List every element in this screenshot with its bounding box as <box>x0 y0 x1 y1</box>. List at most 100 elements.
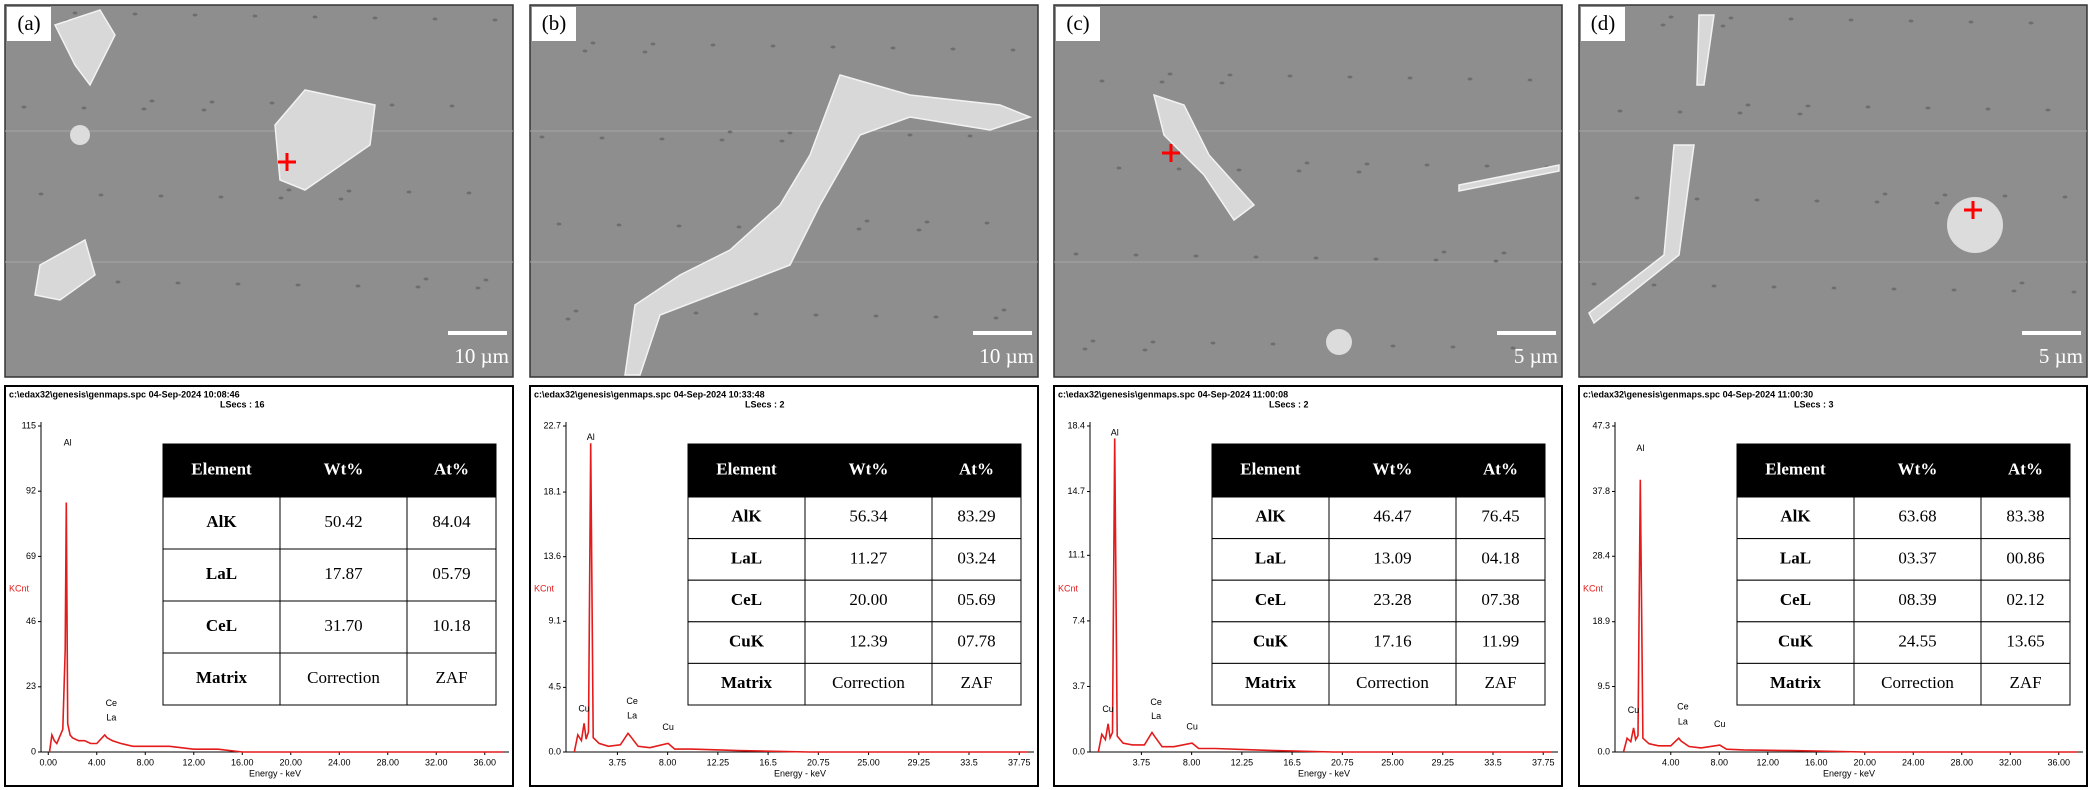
table-cell-text: 50.42 <box>324 512 362 531</box>
pore <box>1001 308 1007 312</box>
pore <box>993 316 999 320</box>
pore <box>616 223 622 227</box>
table-cell <box>162 496 281 550</box>
particle <box>34 238 96 301</box>
pore <box>1210 341 1216 345</box>
pore <box>1510 346 1516 350</box>
table-cell <box>1328 538 1457 581</box>
table-cell-text: 31.70 <box>324 616 362 635</box>
table-header: Element <box>1765 459 1826 478</box>
pore <box>2045 108 2051 112</box>
x-tick-label: 32.00 <box>1999 757 2022 767</box>
spectrum-line <box>1622 479 2077 753</box>
x-tick-label: 28.00 <box>1950 757 1973 767</box>
x-tick-label: 16.00 <box>231 757 254 767</box>
pore <box>864 219 870 223</box>
pore <box>573 309 579 313</box>
x-tick-label: 4.00 <box>88 757 106 767</box>
x-tick-label: 12.25 <box>707 757 730 767</box>
table-cell-text: 17.16 <box>1373 632 1411 651</box>
pore <box>449 104 455 108</box>
pore <box>1501 251 1507 255</box>
pore <box>1908 19 1914 23</box>
spectrum-line <box>1097 438 1553 753</box>
table-cell <box>1853 621 1982 664</box>
pore <box>1651 283 1657 287</box>
pore <box>1082 347 1088 351</box>
x-tick-label: 36.00 <box>473 757 496 767</box>
peak-label: Al <box>64 437 72 447</box>
particle <box>1947 197 2003 253</box>
x-tick-label: 12.00 <box>1757 757 1780 767</box>
pore <box>1424 163 1430 167</box>
pore <box>1116 166 1122 170</box>
pore <box>1313 256 1319 260</box>
pore <box>890 46 896 50</box>
table-cell <box>1980 579 2071 623</box>
table-cell-text: 05.79 <box>432 564 470 583</box>
table-cell <box>162 548 281 602</box>
x-tick-label: 20.75 <box>1331 757 1354 767</box>
pore <box>659 137 665 141</box>
y-tick-label: 37.8 <box>1592 486 1610 496</box>
table-cell-text: 03.37 <box>1898 548 1937 567</box>
table-header-cell <box>279 443 408 498</box>
table-cell-text: 83.38 <box>2006 507 2044 526</box>
table-header: Element <box>716 459 777 478</box>
pore <box>1797 112 1803 116</box>
particle <box>1326 329 1352 355</box>
y-tick-label: 9.5 <box>1597 681 1610 691</box>
table-cell-text: 12.39 <box>849 632 887 651</box>
table-cell <box>1328 496 1457 540</box>
pore <box>2028 21 2034 25</box>
x-tick-label: 20.75 <box>807 757 830 767</box>
pore <box>372 16 378 20</box>
x-tick-label: 8.00 <box>659 757 677 767</box>
peak-label: La <box>1678 717 1688 727</box>
table-cell <box>406 600 497 654</box>
table-cell-text: 02.12 <box>2006 590 2044 609</box>
pore <box>209 100 215 104</box>
x-tick-label: 3.75 <box>609 757 627 767</box>
pore <box>736 225 742 229</box>
pore <box>1874 200 1880 204</box>
table-cell <box>1455 496 1546 540</box>
x-tick-label: 29.25 <box>908 757 931 767</box>
table-cell <box>804 621 933 664</box>
table-cell-text: 11.27 <box>850 548 888 567</box>
pore <box>650 42 656 46</box>
table-header: At% <box>434 459 469 478</box>
table-cell <box>1853 496 1982 540</box>
table-cell-text: 08.39 <box>1898 590 1936 609</box>
pore <box>1891 287 1897 291</box>
pore <box>175 281 181 285</box>
table-header: Wt% <box>1373 459 1413 478</box>
spectrum-line <box>48 502 503 753</box>
x-tick-label: 16.00 <box>1805 757 1828 767</box>
peak-label: Ce <box>1150 697 1162 707</box>
x-tick-label: 36.00 <box>2047 757 2070 767</box>
panel-label: (c) <box>1066 11 1089 35</box>
table-cell-text: CuK <box>1778 632 1814 651</box>
particle <box>624 74 1033 376</box>
pore <box>2002 194 2008 198</box>
table-cell-text: AlK <box>1255 507 1286 526</box>
pore <box>556 222 562 226</box>
scale-bar-label: 5 µm <box>2039 344 2083 368</box>
x-axis-label: Energy - keV <box>774 768 826 778</box>
sem-image: (d) 5 µm <box>1578 4 2088 378</box>
table-cell-text: ZAF <box>1484 673 1516 692</box>
table-header-cell <box>931 443 1022 498</box>
pore <box>710 43 716 47</box>
pore <box>1737 111 1743 115</box>
table-cell <box>279 600 408 654</box>
table-cell <box>687 538 806 581</box>
table-cell-text: 76.45 <box>1481 507 1519 526</box>
pore <box>1142 348 1148 352</box>
table-cell <box>1853 662 1982 706</box>
table-cell-text: 83.29 <box>957 507 995 526</box>
table-cell <box>162 600 281 654</box>
sem-image: (c) 5 µm <box>1053 4 1563 378</box>
pore <box>98 193 104 197</box>
pore <box>830 45 836 49</box>
